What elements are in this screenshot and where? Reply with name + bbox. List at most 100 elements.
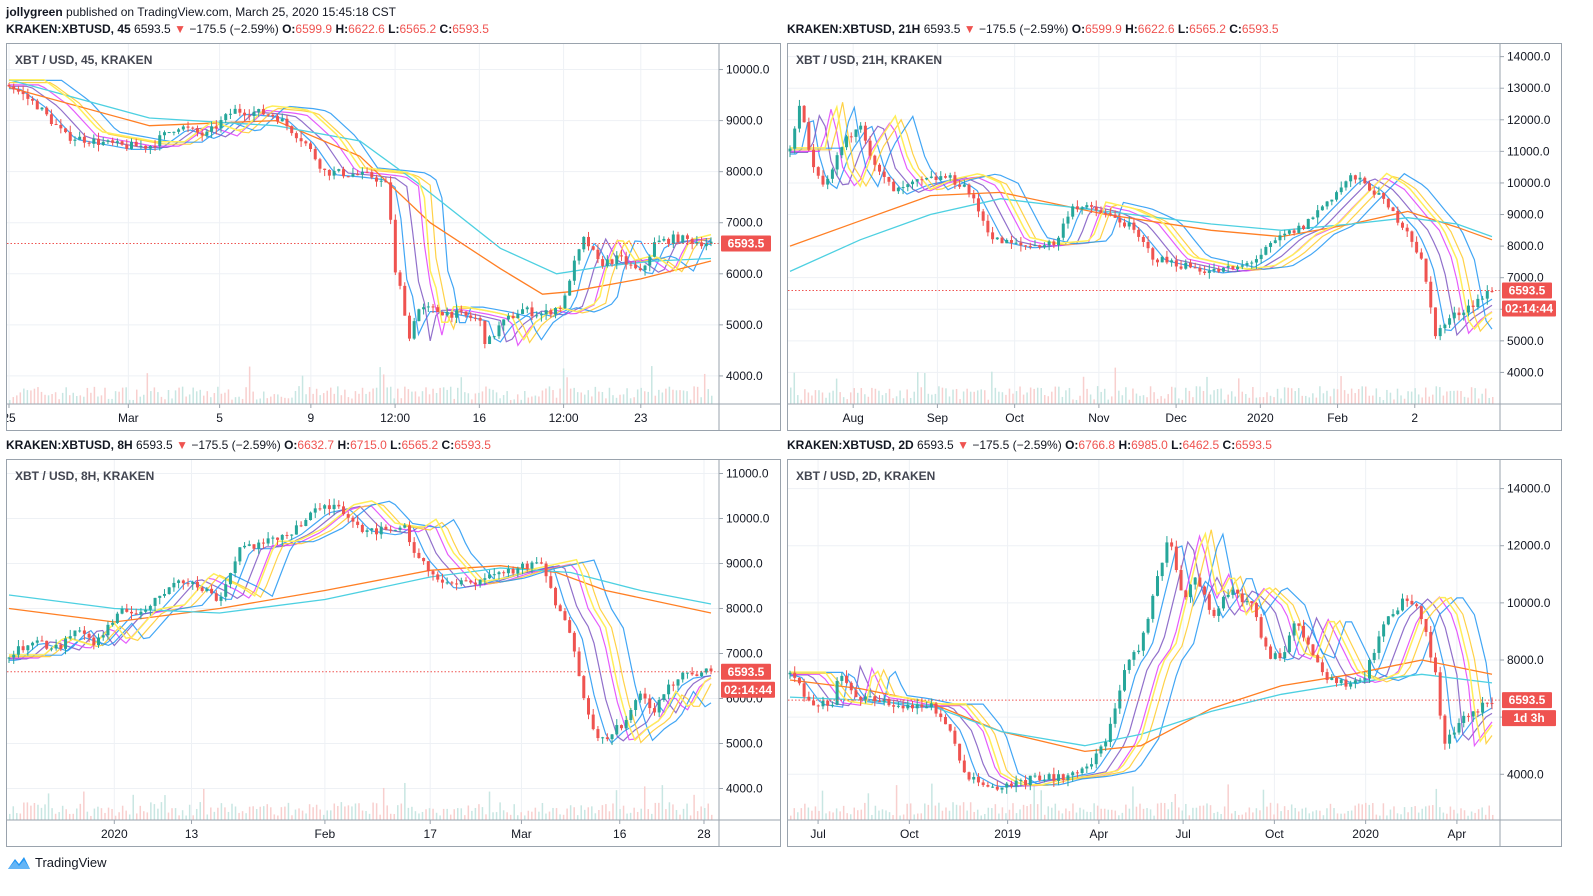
volume-bar [157,808,159,820]
candle-body [1259,617,1263,638]
candle-body [1240,265,1244,267]
candle-body [816,167,820,176]
price-label-text: 6593.5 [1509,284,1546,298]
chart-svg-2d[interactable]: 14000.012000.010000.08000.06000.04000.0J… [788,460,1562,847]
candle-body [887,699,891,706]
volume-bar [651,366,653,404]
volume-bar [1269,802,1272,820]
volume-bar [1089,811,1092,820]
volume-bar [1192,807,1194,820]
tradingview-footer[interactable]: TradingView [7,855,107,871]
volume-bar [633,397,635,404]
chart-panel-8h[interactable]: 11000.0 10000.0 9000.0 8000.0 7000.0 6000.0 50… [6,459,781,847]
volume-bar [315,388,318,404]
candle-body [1358,177,1362,180]
volume-bar [125,810,127,820]
x-tick-label: 2020 [101,827,128,841]
volume-bar [1372,803,1374,820]
candle-body [488,574,492,579]
volume-bar [987,807,990,820]
candle-body [981,211,985,221]
volume-bar [1086,811,1088,820]
volume-bar [913,391,915,404]
candle-body [327,169,331,176]
candle-body [530,307,534,317]
volume-bar [118,391,120,404]
candle-body [54,124,58,126]
volume-bar [319,809,321,820]
volume-bar [1294,391,1296,404]
ema-line [9,500,712,742]
candle-body [16,646,20,655]
volume-bar [924,373,926,404]
volume-bar [1259,810,1261,820]
volume-bar [538,811,540,820]
candle-body [327,505,331,510]
volume-bar [495,392,498,404]
chart-svg-8h[interactable]: 11000.010000.09000.08000.07000.06000.050… [7,460,781,847]
volume-bar [541,802,544,820]
chart-legend-title: XBT / USD, 2D, KRAKEN [796,469,935,483]
chart-panel-21h[interactable]: 14000.0 13000.0 12000.0 11000.0 10000.0 9000.… [787,43,1562,431]
volume-bar [203,788,205,820]
volume-bar [1223,806,1226,820]
author-name[interactable]: jollygreen [6,5,63,19]
volume-bar [636,811,639,820]
candle-body [1485,291,1489,299]
volume-bar [548,386,551,404]
candle-body [1080,207,1084,210]
volume-bar [397,805,399,820]
volume-bar [54,813,57,820]
volume-bar [1213,390,1215,404]
candle-body [1391,207,1395,212]
volume-bar [675,809,678,820]
chart-panel-2d[interactable]: 14000.012000.010000.08000.06000.04000.0J… [787,459,1562,847]
candle-body [342,169,346,177]
volume-bar [689,815,692,820]
candle-body [1481,702,1485,713]
candle-body [1141,632,1145,651]
y-tick-label: 5000.0 [726,318,763,332]
volume-bar [1202,805,1205,820]
volume-bar [1280,398,1282,404]
volume-bar [1195,386,1198,404]
volume-bar [333,393,336,404]
y-tick-label: 10000.0 [726,512,770,526]
candle-body [195,581,199,588]
candle-body [1349,683,1353,687]
volume-bar [344,806,346,820]
candle-body [228,113,232,115]
volume-bar [1294,807,1296,820]
volume-bar [973,811,975,820]
volume-bar [948,396,951,404]
candle-body [374,177,378,182]
y-tick-label: 8000.0 [1507,239,1544,253]
volume-bar [1357,389,1360,404]
candle-body [1061,223,1065,238]
candle-body [205,131,209,136]
chart-panel-45[interactable]: 10000.0 9000.0 8000.0 7000.0 6000.0 5000.0 400… [6,43,781,431]
volume-bar [566,377,568,404]
volume-bar [998,813,1000,820]
volume-bar [1068,811,1071,820]
chart-svg-45[interactable]: 10000.09000.08000.07000.06000.05000.0400… [7,44,781,431]
volume-bar [899,390,901,404]
volume-bar [1481,393,1483,404]
volume-bar [1061,396,1064,404]
volume-bar [842,397,845,404]
candle-body [162,132,166,136]
volume-bar [909,803,912,820]
y-tick-label: 9000.0 [726,557,763,571]
volume-bar [40,807,43,820]
chart-svg-21h[interactable]: 14000.013000.012000.011000.010000.09000.… [788,44,1562,431]
candle-body [587,698,591,715]
publish-info: published on TradingView.com, March 25, … [66,5,397,19]
candle-body [925,707,929,709]
volume-bar [1421,808,1423,820]
volume-bar [1241,391,1244,404]
volume-bar [1114,810,1117,820]
volume-bar [797,812,799,820]
candle-body [1090,205,1094,207]
candle-body [478,317,482,321]
candle-body [1146,618,1150,633]
